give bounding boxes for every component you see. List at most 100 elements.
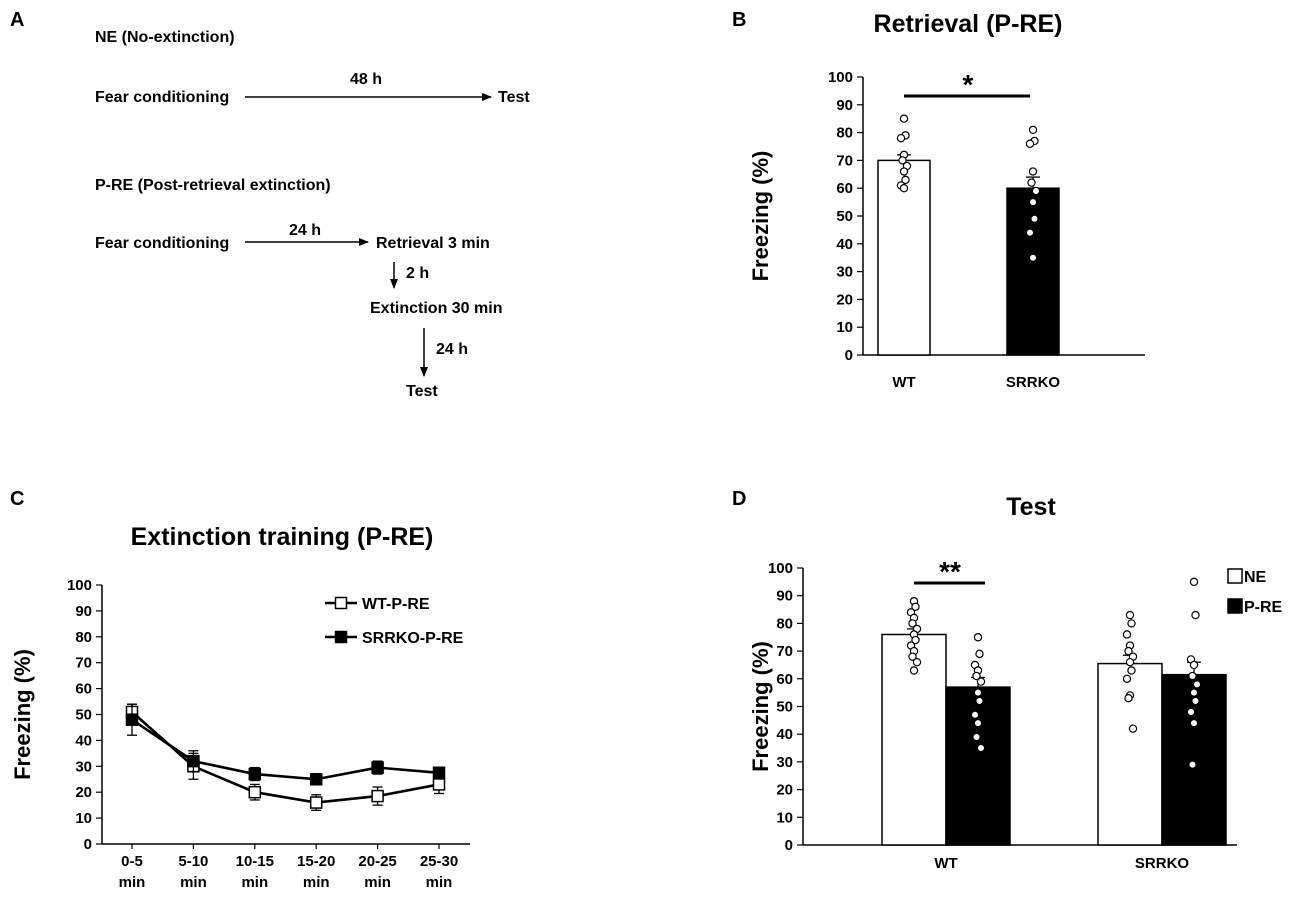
x-tick-label: 10-15 — [236, 853, 274, 870]
data-point — [970, 710, 980, 720]
x-tick-label: 20-25 — [358, 853, 396, 870]
data-point — [899, 167, 909, 176]
y-tick-label: 100 — [828, 69, 853, 86]
pre-retrieval: Retrieval 3 min — [376, 235, 490, 252]
pre-title: P-RE (Post-retrieval extinction) — [95, 177, 331, 194]
x-tick-label-unit: min — [364, 874, 391, 891]
pre-test: Test — [406, 383, 438, 400]
data-point — [896, 133, 906, 143]
y-tick-label: 10 — [75, 810, 92, 827]
protocol-schematic: NE (No-extinction) Fear conditioning 48 … — [95, 29, 530, 400]
panel-letter-b: B — [732, 9, 746, 31]
retrieval-chart: 0 10 20 30 40 50 60 70 80 90 100 Freezing (%) Retrie… — [748, 10, 1145, 391]
data-point — [1025, 228, 1035, 237]
y-tick-label: 90 — [836, 97, 853, 114]
y-axis-label: Freezing (%) — [748, 641, 773, 772]
significance-marker: * — [963, 69, 974, 100]
ne-interval: 48 h — [350, 71, 382, 88]
data-marker — [371, 761, 384, 774]
y-tick-label: 10 — [836, 319, 853, 336]
data-point — [1124, 646, 1133, 656]
x-tick-label: 15-20 — [297, 853, 335, 870]
data-point — [1124, 693, 1133, 703]
data-marker — [125, 713, 139, 726]
data-point — [1028, 253, 1038, 262]
x-tick-label-unit: min — [180, 874, 207, 891]
x-tick-label-unit: min — [303, 874, 330, 891]
chart-title: Test — [1006, 493, 1056, 521]
y-tick-label: 40 — [75, 732, 92, 749]
test-chart: 0 10 20 30 40 50 60 70 80 90 100 Freezing (%) Test WT… — [748, 493, 1283, 872]
data-marker — [371, 789, 384, 803]
y-tick-label: 60 — [836, 180, 853, 197]
data-point — [975, 649, 984, 659]
panel-letter-d: D — [732, 488, 746, 510]
panel-letter-c: C — [10, 488, 24, 510]
data-point — [1127, 619, 1136, 628]
y-tick-label: 80 — [776, 615, 793, 632]
data-point — [911, 635, 920, 645]
data-point — [898, 156, 907, 165]
data-point — [912, 657, 922, 667]
y-tick-label: 20 — [776, 782, 793, 799]
data-point — [976, 677, 986, 686]
data-point — [1127, 666, 1136, 675]
data-point — [909, 666, 919, 675]
data-point — [976, 743, 986, 753]
data-marker — [309, 773, 323, 786]
x-tick-label-unit: min — [241, 874, 268, 891]
x-tick-label: SRRKO — [1006, 374, 1061, 391]
x-tick-label-unit: min — [426, 874, 453, 891]
data-marker — [309, 796, 323, 809]
y-tick-label: 100 — [768, 560, 793, 577]
data-point — [1125, 657, 1135, 667]
data-point — [1191, 610, 1200, 620]
data-point — [972, 732, 981, 742]
data-point — [911, 602, 920, 611]
y-tick-label: 80 — [75, 629, 92, 646]
y-tick-label: 20 — [75, 784, 92, 801]
ne-title: NE (No-extinction) — [95, 29, 235, 46]
y-tick-label: 90 — [776, 588, 793, 605]
y-tick-label: 90 — [75, 603, 92, 620]
data-point — [1186, 707, 1196, 717]
data-point — [1025, 139, 1035, 148]
y-tick-label: 20 — [836, 291, 853, 308]
y-tick-label: 60 — [776, 671, 793, 688]
bar — [1006, 187, 1060, 356]
data-point — [973, 633, 983, 642]
pre-extinction: Extinction 30 min — [370, 300, 502, 317]
series-line — [131, 710, 440, 804]
data-point — [975, 696, 984, 706]
pre-fear-conditioning: Fear conditioning — [95, 235, 229, 252]
legend-swatch — [1227, 598, 1243, 614]
significance-marker: ** — [939, 556, 961, 587]
data-point — [1122, 630, 1132, 639]
data-point — [1192, 680, 1202, 689]
bar — [881, 633, 947, 846]
data-point — [899, 114, 909, 123]
legend-label: WT-P-RE — [362, 596, 430, 613]
data-point — [1030, 214, 1039, 223]
data-point — [1128, 724, 1138, 733]
data-point — [1122, 674, 1132, 684]
x-tick-label: 0-5 — [121, 853, 143, 870]
y-tick-label: 50 — [75, 707, 92, 724]
y-tick-label: 30 — [776, 754, 793, 771]
legend-label: SRRKO-P-RE — [362, 630, 464, 647]
x-tick-label: WT — [934, 855, 957, 872]
data-marker — [248, 785, 262, 799]
data-point — [1188, 671, 1197, 681]
x-tick-label: 25-30 — [420, 853, 458, 870]
y-tick-label: 70 — [776, 643, 793, 660]
data-point — [908, 652, 917, 661]
y-tick-label: 30 — [75, 758, 92, 775]
legend-marker — [334, 630, 348, 644]
y-tick-label: 0 — [84, 836, 92, 853]
y-tick-label: 0 — [845, 347, 853, 364]
pre-interval-2: 2 h — [406, 265, 429, 282]
data-point — [1189, 660, 1199, 670]
y-tick-label: 0 — [785, 837, 793, 854]
pre-interval-1: 24 h — [289, 222, 321, 239]
